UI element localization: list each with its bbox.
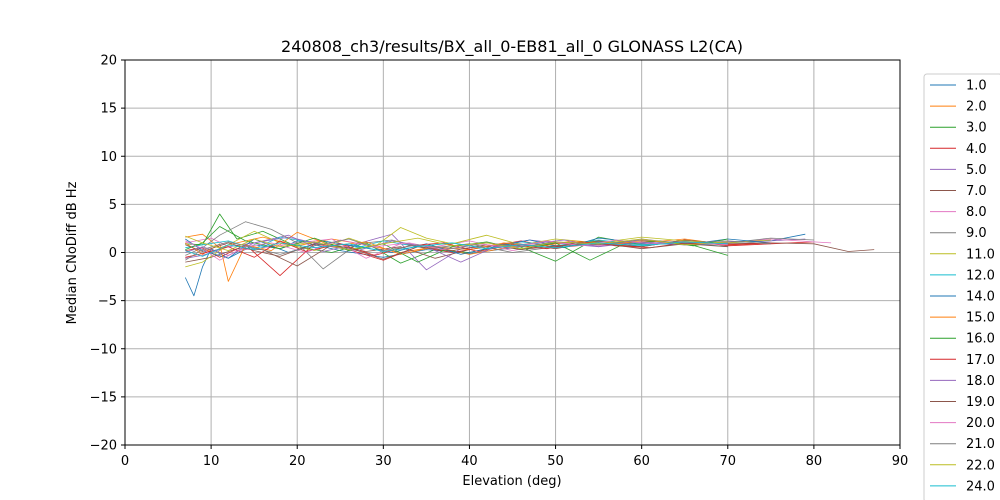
y-tick-label: −5 (98, 294, 117, 309)
y-tick-label: −20 (90, 439, 117, 454)
legend-entry-label: 16.0 (966, 332, 995, 347)
legend-entry-label: 19.0 (966, 395, 995, 410)
x-tick-label: 0 (121, 454, 129, 469)
x-tick-label: 60 (633, 454, 650, 469)
y-tick-label: −10 (90, 342, 117, 357)
x-tick-label: 10 (203, 454, 220, 469)
series-line-22.0 (185, 235, 728, 252)
legend-entry-label: 8.0 (966, 205, 987, 220)
x-tick-label: 20 (289, 454, 306, 469)
series-line-21.0 (185, 238, 771, 261)
y-tick-label: 5 (109, 198, 117, 213)
x-tick-label: 30 (375, 454, 392, 469)
legend-entry-label: 1.0 (966, 79, 987, 94)
legend-entry-label: 3.0 (966, 121, 987, 136)
x-tick-label: 70 (720, 454, 737, 469)
legend-entry-label: 14.0 (966, 290, 995, 305)
legend-entry-label: 11.0 (966, 247, 995, 262)
legend-entry-label: 7.0 (966, 184, 987, 199)
legend-entry-label: 21.0 (966, 437, 995, 452)
x-tick-label: 80 (806, 454, 823, 469)
legend-entry-label: 22.0 (966, 458, 995, 473)
legend-entry-label: 4.0 (966, 142, 987, 157)
series-layer (184, 213, 875, 297)
y-axis-ticks: −20 −15 −10 −5 0 5 10 15 20 (90, 54, 125, 454)
y-tick-label: 10 (100, 150, 117, 165)
legend: 1.0 2.0 3.0 4.0 5.0 7.0 8.0 9.0 11.0 12.0 14.0 15.0… (923, 73, 1000, 500)
legend-entry-label: 9.0 (966, 226, 987, 241)
legend-entry-label: 17.0 (966, 353, 995, 368)
legend-entry-label: 15.0 (966, 311, 995, 326)
x-tick-label: 90 (892, 454, 909, 469)
x-tick-label: 40 (461, 454, 478, 469)
x-axis-ticks: 0 10 20 30 40 50 60 70 80 90 (121, 445, 908, 469)
series-line-11.0 (185, 227, 771, 268)
series-line-15.0 (185, 231, 685, 282)
y-tick-label: 20 (100, 54, 117, 69)
legend-entry-label: 24.0 (966, 479, 995, 494)
y-tick-label: −15 (90, 390, 117, 405)
series-line-20.0 (185, 239, 728, 261)
legend-box (923, 73, 1000, 500)
y-tick-label: 15 (100, 102, 117, 117)
chart-title: 240808_ch3/results/BX_all_0-EB81_all_0 G… (281, 37, 743, 57)
legend-entry-label: 20.0 (966, 416, 995, 431)
legend-entry-label: 12.0 (966, 268, 995, 283)
legend-entry-label: 2.0 (966, 100, 987, 115)
y-axis-label: Median CNoDiff dB Hz (65, 181, 80, 324)
x-tick-label: 50 (547, 454, 564, 469)
legend-entry-label: 18.0 (966, 374, 995, 389)
series-line-24.0 (185, 241, 728, 257)
x-axis-label: Elevation (deg) (462, 474, 561, 489)
y-tick-label: 0 (109, 246, 117, 261)
legend-entry-label: 5.0 (966, 163, 987, 178)
